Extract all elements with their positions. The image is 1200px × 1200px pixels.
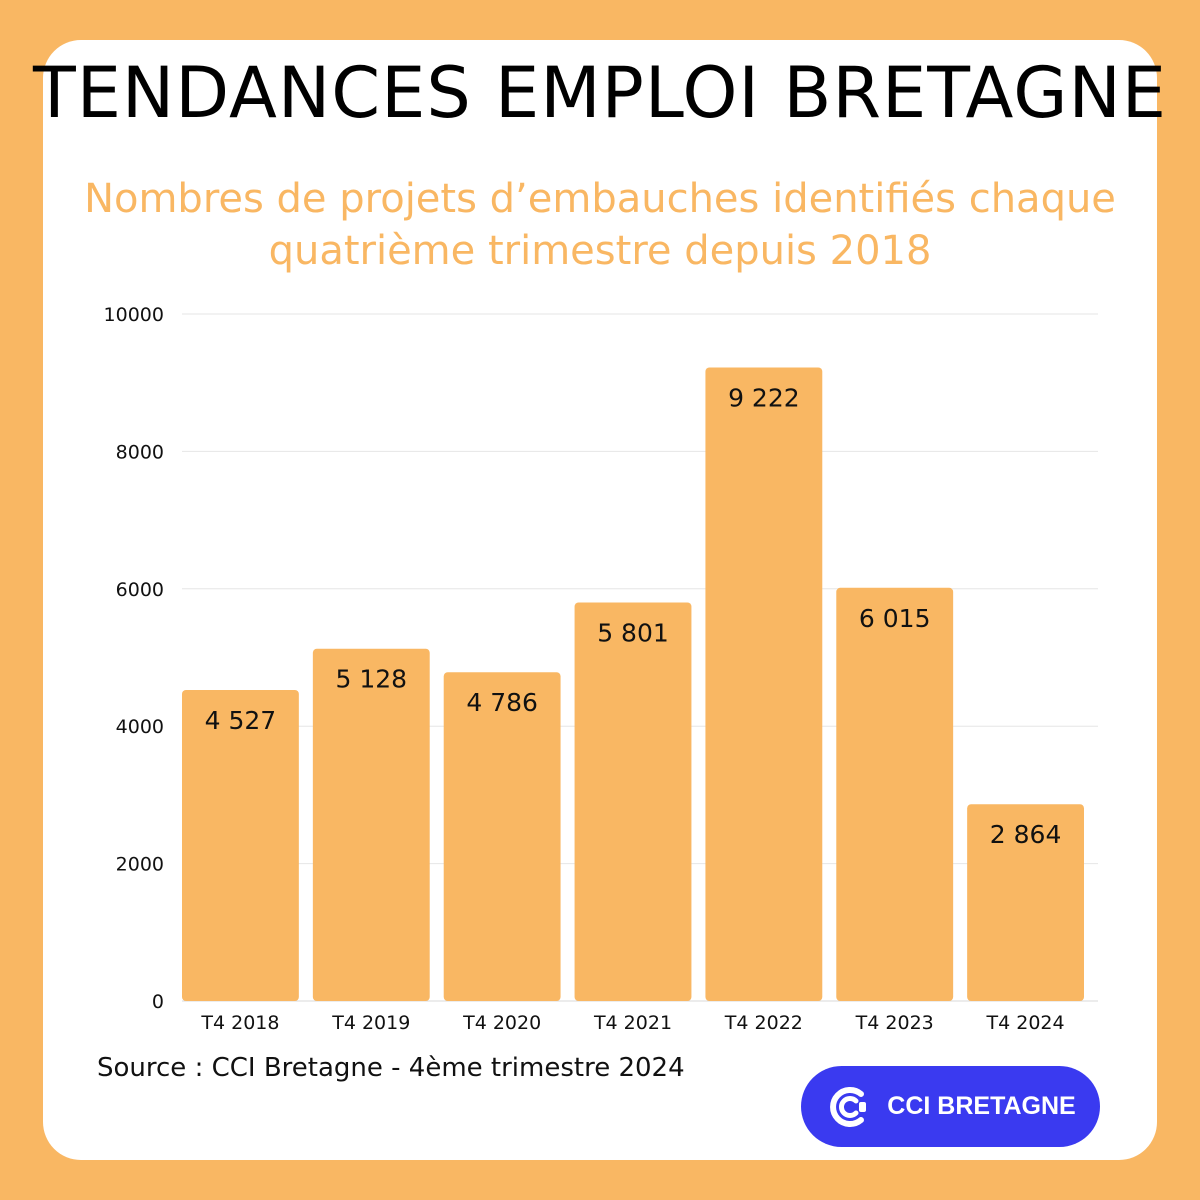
x-tick-label: T4 2020 <box>462 1012 541 1034</box>
y-tick-label: 0 <box>152 991 164 1013</box>
y-tick-label: 10000 <box>104 304 164 326</box>
page-title: TENDANCES EMPLOI BRETAGNE <box>32 52 1168 134</box>
subtitle-line-2: quatrième trimestre depuis 2018 <box>268 228 932 274</box>
x-tick-label: T4 2021 <box>593 1012 672 1034</box>
data-label: 4 527 <box>205 706 277 735</box>
subtitle-line-1: Nombres de projets d’embauches identifié… <box>84 176 1116 222</box>
data-label: 6 015 <box>859 604 931 633</box>
data-label: 2 864 <box>990 820 1062 849</box>
bar-t4-2019 <box>312 648 430 1001</box>
cci-logo-icon <box>830 1086 867 1127</box>
data-label: 5 128 <box>335 665 407 694</box>
x-tick-label: T4 2022 <box>724 1012 803 1034</box>
x-tick-label: T4 2023 <box>855 1012 934 1034</box>
data-label: 5 801 <box>597 618 669 647</box>
data-label: 4 786 <box>466 688 538 717</box>
source-note: Source : CCI Bretagne - 4ème trimestre 2… <box>97 1053 685 1083</box>
x-tick-label: T4 2024 <box>986 1012 1065 1034</box>
chart-subtitle: Nombres de projets d’embauches identifié… <box>40 173 1160 277</box>
data-label: 9 222 <box>728 383 800 412</box>
x-tick-label: T4 2019 <box>331 1012 410 1034</box>
bar-t4-2024 <box>967 804 1084 1001</box>
y-tick-label: 2000 <box>116 854 164 876</box>
y-tick-label: 4000 <box>116 716 164 738</box>
x-tick-label: T4 2018 <box>200 1012 279 1034</box>
bar-t4-2021 <box>574 602 692 1001</box>
logo-text: CCI BRETAGNE <box>887 1092 1076 1120</box>
bar-t4-2022 <box>705 367 823 1001</box>
cci-bretagne-logo: CCI BRETAGNE <box>801 1066 1100 1147</box>
bar-t4-2023 <box>836 587 954 1001</box>
bar-t4-2020 <box>443 672 561 1001</box>
y-tick-label: 8000 <box>116 441 164 463</box>
bar-t4-2018 <box>182 689 299 1001</box>
y-tick-label: 6000 <box>116 579 164 601</box>
